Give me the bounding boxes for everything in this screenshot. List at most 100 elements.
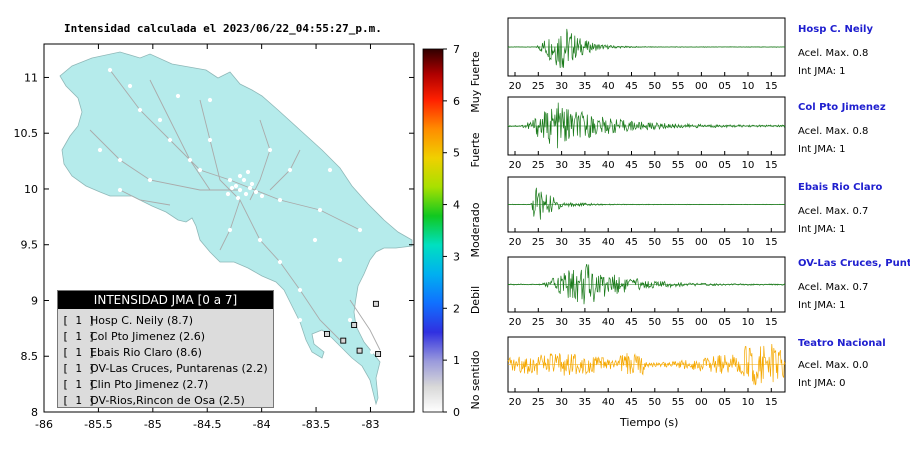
- x-tick-label: -83: [361, 418, 379, 431]
- station-marker: [323, 330, 330, 337]
- seismogram-panel: 20 25 30 35 40 45 50 55 00 05 10 15: [507, 176, 786, 248]
- town-dot: [357, 227, 363, 233]
- town-markers: [97, 67, 375, 355]
- town-dot: [337, 257, 343, 263]
- legend-station: OV-Rios,Rincon de Osa (2.5): [90, 394, 245, 407]
- time-tick-label: 30: [555, 397, 568, 408]
- costa-rica-landmass: [59, 51, 413, 406]
- town-dot: [147, 177, 153, 183]
- time-tick-label: 20: [509, 397, 522, 408]
- legend-item: [ 1 ]Ebais Rio Claro (8.6): [58, 345, 273, 361]
- time-tick-label: 30: [555, 160, 568, 171]
- legend-station: Hosp C. Neily (8.7): [90, 314, 194, 327]
- time-tick-label: 25: [532, 317, 545, 328]
- time-tick-label: 35: [579, 160, 592, 171]
- time-tick-label: 50: [648, 397, 661, 408]
- intensity-colorbar: 0 1 2 3 4 5 6 7 No sentido Debil Moderado Fuerte Mu…: [422, 43, 482, 419]
- time-tick-label: 50: [648, 160, 661, 171]
- station-name: Ebais Rio Claro: [798, 182, 883, 193]
- colorbar-tick-label: 2: [453, 302, 460, 315]
- town-dot: [277, 197, 283, 203]
- town-dot: [157, 117, 163, 123]
- colorbar-tick-label: 7: [453, 43, 460, 56]
- time-tick-label: 20: [509, 160, 522, 171]
- station-accel: Acel. Max. 0.7: [798, 282, 869, 293]
- time-tick-label: 45: [625, 81, 638, 92]
- y-tick-label: 9: [31, 294, 38, 307]
- time-tick-label: 55: [672, 81, 685, 92]
- town-dot: [347, 317, 353, 323]
- x-tick-label: -84.5: [193, 418, 221, 431]
- legend-intensity: [ 1 ]: [62, 346, 96, 359]
- town-dot: [277, 259, 283, 265]
- town-dot: [233, 183, 239, 189]
- station-jma: Int JMA: 1: [798, 66, 846, 77]
- town-dot: [229, 185, 235, 191]
- town-dot: [127, 83, 133, 89]
- x-tick-label: -85.5: [84, 418, 112, 431]
- colorbar-labels: No sentido Debil Moderado Fuerte Muy Fuerte: [469, 51, 482, 410]
- y-tick-label: 10: [24, 183, 38, 196]
- time-tick-label: 35: [579, 237, 592, 248]
- seismogram-panel: 20 25 30 35 40 45 50 55 00 05 10 15: [507, 17, 786, 92]
- legend-item: [ 1 ]Col Pto Jimenez (2.6): [58, 329, 273, 345]
- town-dot: [267, 147, 273, 153]
- colorbar-tick-label: 4: [453, 199, 460, 212]
- time-tick-label: 05: [718, 317, 731, 328]
- seismogram-panel: 20 25 30 35 40 45 50 55 00 05 10 15: [507, 96, 786, 171]
- time-tick-label: 05: [718, 397, 731, 408]
- colorbar-tick-label: 0: [453, 406, 460, 419]
- colorbar-scale: [422, 48, 444, 413]
- time-tick-label: 25: [532, 81, 545, 92]
- station-jma: Int JMA: 1: [798, 144, 846, 155]
- town-dot: [137, 107, 143, 113]
- town-dot: [97, 147, 103, 153]
- legend-intensity: [ 1 ]: [62, 378, 96, 391]
- colorbar-label: No sentido: [469, 350, 482, 409]
- legend-intensity: [ 1 ]: [62, 314, 96, 327]
- time-tick-label: 40: [602, 397, 615, 408]
- town-dot: [207, 137, 213, 143]
- seismogram-panel: 20 25 30 35 40 45 50 55 00 05 10 15: [507, 256, 786, 328]
- time-tick-label: 05: [718, 237, 731, 248]
- time-tick-label: 45: [625, 317, 638, 328]
- station-name: OV-Las Cruces, Puntar: [798, 258, 910, 269]
- town-dot: [287, 167, 293, 173]
- time-tick-label: 15: [765, 160, 778, 171]
- town-dot: [257, 237, 263, 243]
- town-dot: [327, 167, 333, 173]
- town-dot: [249, 181, 255, 187]
- legend-station: Clin Pto Jimenez (2.7): [90, 378, 209, 391]
- legend-item: [ 1 ]OV-Las Cruces, Puntarenas (2.2): [58, 361, 273, 377]
- station-jma: Int JMA: 0: [798, 378, 846, 389]
- legend-item: [ 1 ]OV-Rios,Rincon de Osa (2.5): [58, 393, 273, 409]
- town-dot: [227, 177, 233, 183]
- time-tick-label: 10: [742, 397, 755, 408]
- legend-title: INTENSIDAD JMA [0 a 7]: [58, 291, 273, 309]
- time-tick-label: 45: [625, 397, 638, 408]
- time-tick-label: 10: [742, 317, 755, 328]
- x-tick-label: -83.5: [302, 418, 330, 431]
- town-dot: [207, 97, 213, 103]
- time-tick-label: 00: [695, 237, 708, 248]
- y-tick-label: 8: [31, 406, 38, 419]
- time-tick-label: 15: [765, 317, 778, 328]
- colorbar-label: Debil: [469, 286, 482, 314]
- town-dot: [107, 67, 113, 73]
- legend-station: Col Pto Jimenez (2.6): [90, 330, 206, 343]
- town-dot: [369, 349, 375, 355]
- time-tick-label: 40: [602, 81, 615, 92]
- time-tick-label: 55: [672, 237, 685, 248]
- time-tick-label: 50: [648, 81, 661, 92]
- y-tick-label: 11: [24, 71, 38, 84]
- legend-station: Ebais Rio Claro (8.6): [90, 346, 202, 359]
- town-dot: [241, 177, 247, 183]
- time-tick-label: 05: [718, 81, 731, 92]
- town-dot: [117, 187, 123, 193]
- colorbar-ticks: 0 1 2 3 4 5 6 7: [443, 43, 460, 419]
- town-dot: [297, 117, 303, 123]
- time-tick-label: 40: [602, 317, 615, 328]
- legend-item: [ 1 ]Hosp C. Neily (8.7): [58, 313, 273, 329]
- station-marker: [375, 351, 382, 357]
- time-tick-label: 55: [672, 160, 685, 171]
